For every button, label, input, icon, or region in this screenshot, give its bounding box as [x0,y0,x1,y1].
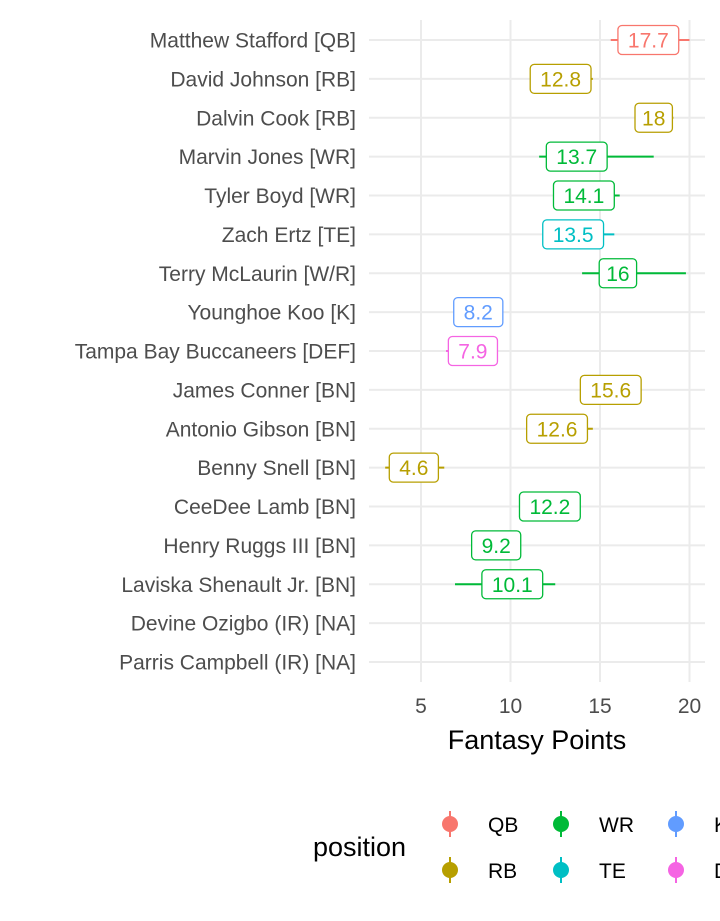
data-label: 8.2 [464,302,493,325]
legend-key-wr [553,811,569,837]
x-tick-label: 20 [678,695,701,718]
data-label: 15.6 [590,379,631,402]
legend-key-rb [442,857,458,883]
x-tick-labels: 5 10 15 20 [415,695,701,718]
legend-title: position [313,832,406,862]
y-tick-label: Terry McLaurin [W/R] [159,263,356,286]
legend-label: QB [488,814,518,837]
data-label: 13.5 [553,224,594,247]
y-tick-label: Younghoe Koo [K] [187,302,356,325]
data-label: 10.1 [492,574,533,597]
legend: position QB WR K RB TE DEF [313,811,720,883]
legend-key-def [668,857,684,883]
y-tick-label: James Conner [BN] [173,379,356,402]
x-tick-label: 5 [415,695,427,718]
y-tick-label: Marvin Jones [WR] [179,146,356,169]
y-tick-label: CeeDee Lamb [BN] [174,496,356,519]
data-label-box [447,335,499,367]
data-label-box [617,24,680,56]
y-tick-label: Matthew Stafford [QB] [150,30,356,53]
data-label-box [542,219,605,250]
data-marks: 17.7 12.8 18 13.7 14.1 13.5 16 8.2 7.9 15.6 12.6 4.… [385,24,690,600]
y-tick-label: Benny Snell [BN] [197,457,356,480]
grid-layer [369,20,705,682]
data-label: 14.1 [563,185,604,208]
legend-key-qb [442,811,458,837]
data-label-box [634,102,674,133]
data-label: 13.7 [556,146,597,169]
data-label-box [552,180,615,211]
y-tick-label: Dalvin Cook [RB] [196,107,356,130]
data-label: 4.6 [399,457,428,480]
data-label-box [529,63,592,95]
data-label: 16 [606,263,629,286]
y-tick-label: Tampa Bay Buccaneers [DEF] [75,341,356,364]
x-axis-title: Fantasy Points [448,725,627,755]
legend-key-k [668,811,684,837]
y-tick-label: Devine Ozigbo (IR) [NA] [131,613,356,636]
legend-key-te [553,857,569,883]
data-label-box [470,530,522,561]
y-tick-labels: Matthew Stafford [QB] David Johnson [RB] D… [75,30,356,675]
data-label: 7.9 [458,341,487,364]
data-label: 9.2 [482,535,511,558]
legend-label: K [714,814,720,837]
y-tick-label: David Johnson [RB] [170,68,356,91]
data-label: 18 [642,107,665,130]
data-label-box [598,258,638,289]
data-label: 17.7 [628,30,669,53]
x-tick-label: 15 [588,695,611,718]
y-tick-label: Antonio Gibson [BN] [166,418,356,441]
data-label: 12.6 [537,418,578,441]
y-tick-label: Laviska Shenault Jr. [BN] [121,574,356,597]
y-tick-label: Henry Ruggs III [BN] [163,535,356,558]
data-label-box [453,296,504,328]
data-label-box [518,491,581,522]
y-tick-label: Tyler Boyd [WR] [204,185,356,208]
y-tick-label: Zach Ertz [TE] [222,224,356,247]
data-label-box [525,413,589,444]
data-label: 12.8 [540,68,581,91]
data-label: 12.2 [529,496,570,519]
legend-label: WR [599,814,634,837]
x-tick-label: 10 [499,695,522,718]
legend-label: TE [599,860,626,883]
legend-label: RB [488,860,517,883]
data-label-box [388,452,440,483]
data-label-box [545,141,608,172]
legend-label: DEF [714,860,720,883]
data-label-box [481,569,544,600]
data-label-box [579,374,642,406]
y-tick-label: Parris Campbell (IR) [NA] [119,652,356,675]
